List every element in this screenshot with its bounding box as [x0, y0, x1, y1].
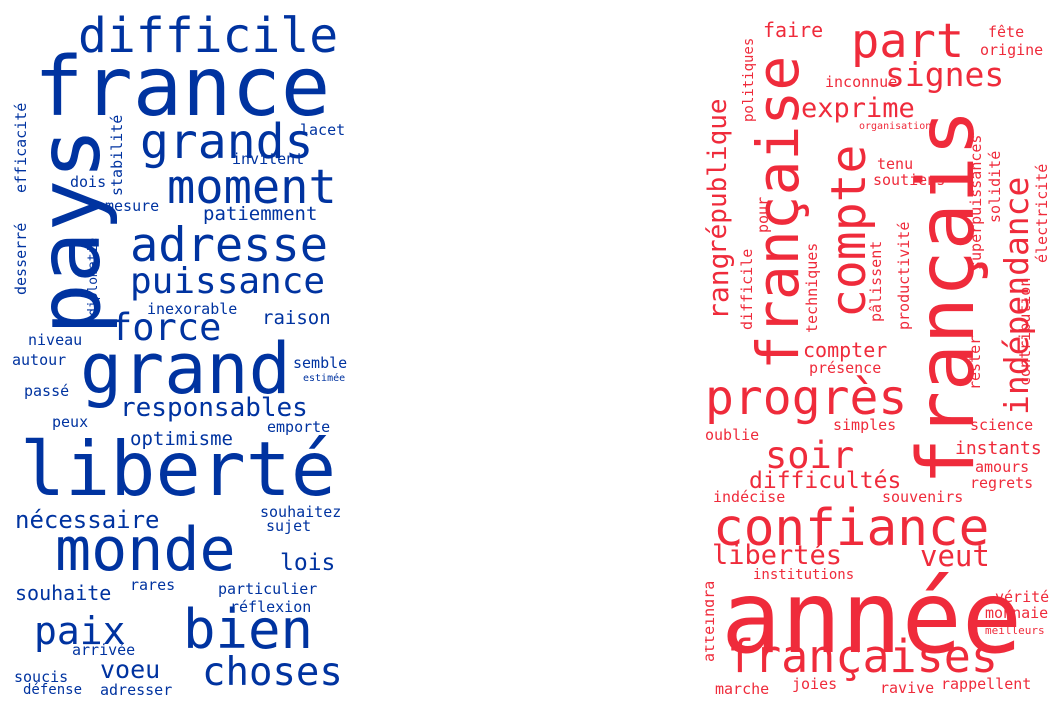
word-cloud-right: année français confiance françaises fran…: [705, 0, 1050, 700]
word-rang: rang: [705, 252, 735, 320]
word-sujet: sujet: [266, 517, 312, 535]
word-organisation: organisation: [859, 121, 932, 132]
word-signes: signes: [885, 55, 1005, 94]
word-pour: pour: [754, 196, 772, 233]
word-niveau: niveau: [28, 331, 83, 349]
word-soutiens: soutiens: [873, 171, 946, 189]
word-origine: origine: [980, 41, 1044, 59]
word-responsables: responsables: [120, 393, 308, 423]
word-veut: veut: [920, 539, 990, 573]
word-grands: grands: [140, 114, 314, 170]
word-dois: dois: [70, 173, 107, 191]
word-efficacite: efficacité: [12, 102, 30, 193]
word-francaises: françaises: [727, 630, 998, 683]
word-mesure: mesure: [105, 197, 160, 215]
word-part: part: [851, 14, 965, 69]
word-instants: instants: [955, 438, 1042, 459]
word-meilleurs: meilleurs: [985, 624, 1045, 637]
word-raison: raison: [262, 307, 331, 329]
word-rares: rares: [130, 576, 176, 594]
word-ravive: ravive: [880, 679, 935, 697]
word-faire: faire: [763, 18, 824, 42]
word-contribution: contribution: [1016, 277, 1034, 386]
word-exprime: exprime: [801, 93, 915, 124]
word-joies: joies: [792, 675, 838, 693]
word-paix: paix: [34, 609, 126, 653]
word-force: force: [110, 306, 222, 349]
word-superpuissances: superpuissances: [967, 134, 985, 270]
word-adresser: adresser: [100, 681, 173, 699]
word-grand: grand: [80, 328, 291, 410]
word-progres: progrès: [705, 370, 908, 426]
word-semble: semble: [293, 354, 348, 372]
word-diplomatie: diplomatie: [86, 237, 101, 316]
word-liberte: liberté: [20, 425, 337, 513]
word-desserre: desserré: [12, 222, 30, 295]
word-difficultes: difficultés: [749, 468, 902, 494]
word-defense: défense: [23, 682, 83, 698]
word-moment: moment: [167, 160, 337, 215]
word-fete: fête: [988, 23, 1025, 41]
word-atteindra: atteindra: [705, 580, 718, 662]
word-amours: amours: [975, 458, 1030, 476]
word-annee: année: [721, 559, 1023, 676]
word-inconnue: inconnue: [825, 73, 898, 91]
word-souhaitez: souhaitez: [260, 503, 342, 521]
word-voeu: voeu: [100, 655, 161, 684]
word-libertes: libertés: [712, 540, 843, 571]
word-rappellent: rappellent: [941, 675, 1032, 693]
word-institutions: institutions: [753, 567, 855, 583]
word-palissent: pâlissent: [867, 240, 885, 322]
word-marche: marche: [715, 680, 770, 698]
word-politiques: politiques: [741, 37, 757, 122]
word-confiance: confiance: [713, 499, 990, 558]
word-regrets: regrets: [970, 474, 1034, 492]
word-soucis: soucis: [14, 668, 69, 686]
word-optimisme: optimisme: [130, 428, 233, 450]
word-simples: simples: [833, 416, 897, 434]
word-souhaite: souhaite: [15, 581, 112, 605]
word-tenu: tenu: [877, 155, 914, 173]
word-republique: république: [705, 98, 733, 255]
word-adresse: adresse: [130, 218, 329, 273]
word-verite: vérité: [995, 588, 1050, 606]
word-bien: bien: [183, 598, 314, 661]
word-autour: autour: [12, 351, 67, 369]
word-estimee: estimée: [303, 373, 346, 384]
word-arrivee: arrivée: [72, 641, 136, 659]
word-electricite: électricité: [1033, 163, 1050, 263]
word-lois: lois: [280, 550, 336, 576]
word-techniques: techniques: [803, 242, 821, 333]
word-reflexion: réflexion: [230, 598, 312, 616]
word-passe: passé: [24, 382, 70, 400]
word-patiemment: patiemment: [203, 203, 318, 225]
word-compter: compter: [803, 338, 888, 362]
word-stabilite: stabilité: [108, 114, 126, 196]
word-necessaire: nécessaire: [15, 506, 160, 534]
word-solidite: solidité: [986, 150, 1004, 223]
word-difficile: difficile: [738, 248, 756, 330]
word-compte: compte: [821, 144, 877, 318]
word-monnaie: monnaie: [985, 604, 1049, 622]
word-invitent: invitent: [232, 150, 305, 168]
word-choses: choses: [202, 650, 343, 695]
word-puissance: puissance: [130, 261, 326, 302]
word-peux: peux: [52, 413, 89, 431]
word-lacet: lacet: [300, 121, 346, 139]
word-inexorable: inexorable: [147, 300, 238, 318]
word-indecise: indécise: [713, 488, 786, 506]
word-presence: présence: [809, 359, 882, 377]
word-science: science: [970, 416, 1034, 434]
word-oublie: oublie: [705, 426, 760, 444]
word-france: france: [34, 40, 331, 135]
word-souvenirs: souvenirs: [882, 488, 964, 506]
word-particulier: particulier: [218, 580, 318, 598]
word-rester: rester: [966, 335, 984, 390]
word-difficile: difficile: [78, 8, 339, 64]
word-cloud-left: difficile france pays grands moment adre…: [10, 0, 355, 700]
word-emporte: emporte: [267, 418, 331, 436]
word-productivite: productivité: [895, 221, 913, 330]
word-monde: monde: [55, 515, 236, 585]
word-soir: soir: [765, 434, 855, 477]
